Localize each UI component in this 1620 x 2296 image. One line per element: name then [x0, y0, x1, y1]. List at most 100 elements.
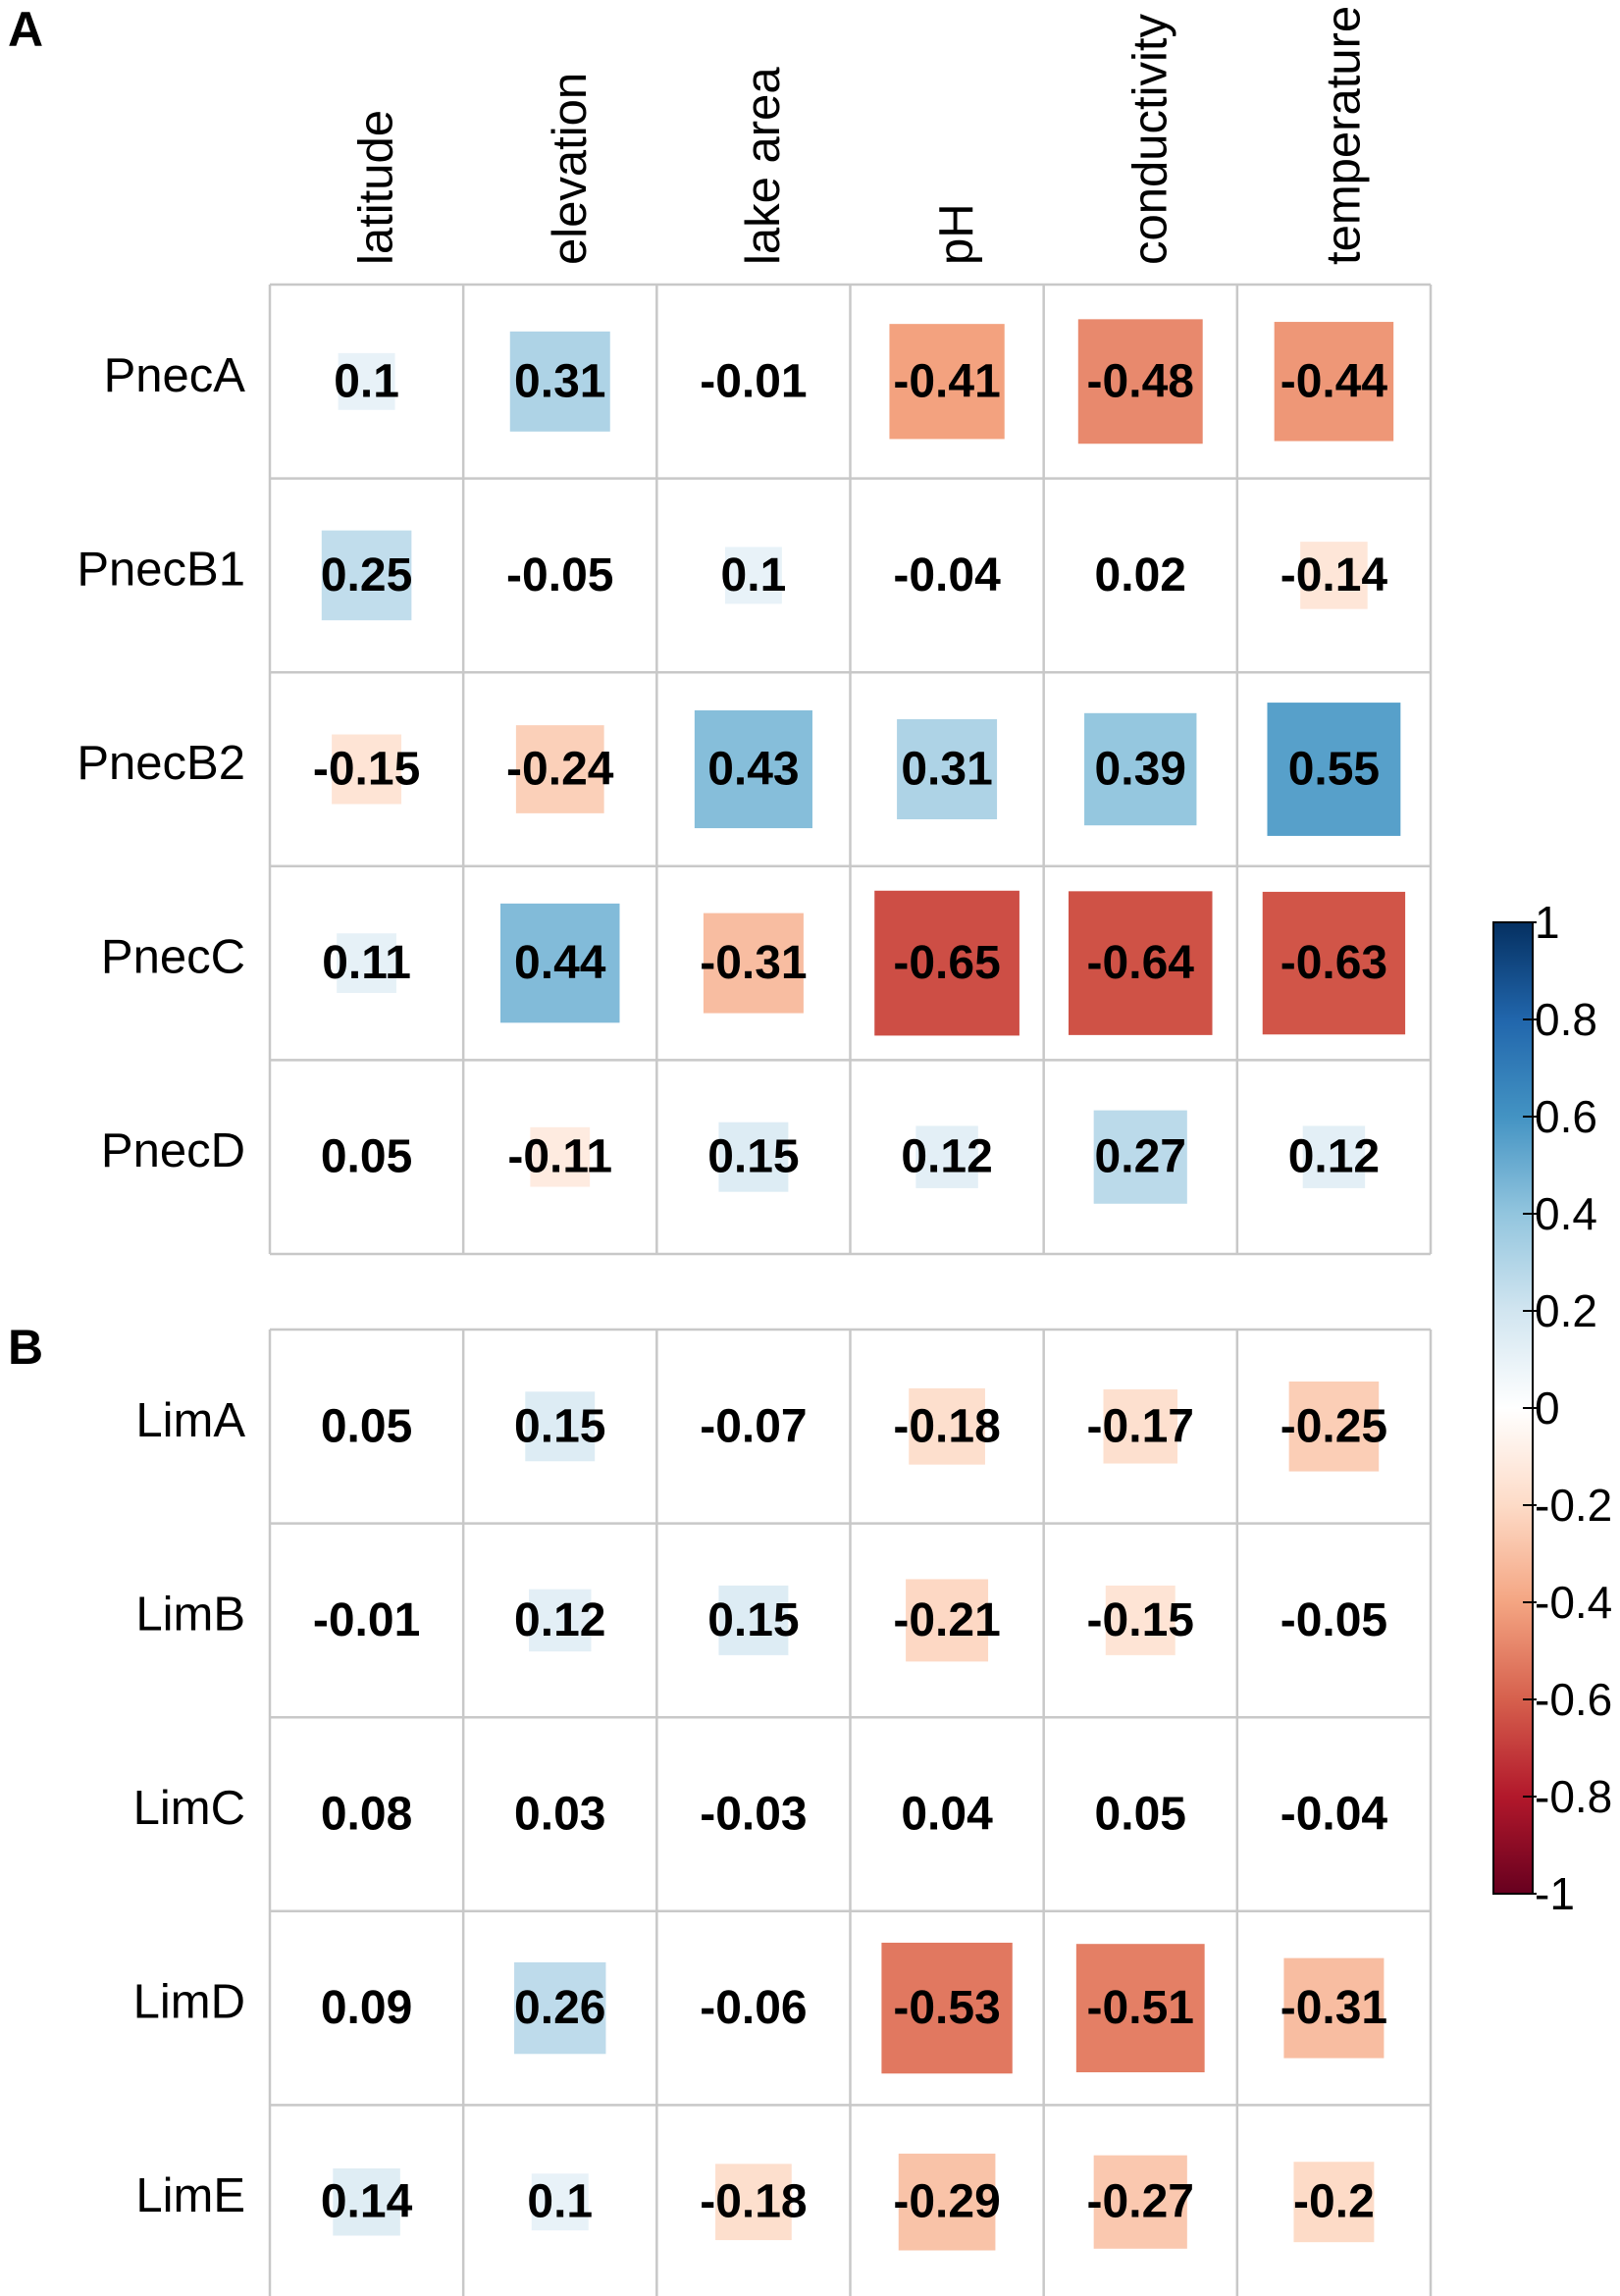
correlation-value: -0.18	[893, 1400, 1000, 1452]
correlation-value: 0.02	[1095, 549, 1186, 601]
correlation-value: -0.03	[700, 1789, 807, 1841]
correlation-square	[514, 1961, 606, 2055]
correlation-value: 0.55	[1288, 744, 1380, 796]
row-label: PnecD	[101, 1124, 245, 1177]
column-label: lake area	[737, 67, 790, 265]
correlation-value: 0.05	[321, 1400, 412, 1452]
correlation-value: 0.15	[514, 1400, 605, 1452]
correlation-square	[898, 2153, 996, 2251]
correlation-value: -0.11	[507, 1131, 612, 1183]
correlation-square	[1103, 1389, 1178, 1464]
correlation-square	[906, 1579, 989, 1662]
correlation-square	[1267, 703, 1401, 836]
column-label: elevation	[544, 73, 597, 265]
correlation-value: 0.44	[514, 937, 606, 989]
correlation-value: -0.64	[1087, 937, 1195, 989]
correlation-value: -0.18	[700, 2176, 807, 2228]
correlation-value: -0.17	[1087, 1400, 1194, 1452]
correlation-value: 0.09	[321, 1982, 412, 2034]
correlation-square	[1274, 322, 1394, 442]
colorbar-tick-label: -0.8	[1535, 1771, 1612, 1822]
correlation-square	[1075, 1944, 1205, 2073]
correlation-square	[881, 1942, 1013, 2074]
correlation-square	[525, 1391, 596, 1462]
correlation-value: -0.21	[893, 1594, 1000, 1646]
correlation-value: -0.31	[700, 937, 807, 989]
correlation-value: -0.63	[1280, 937, 1387, 989]
correlation-value: -0.04	[1280, 1789, 1388, 1841]
correlation-value: -0.41	[893, 355, 1000, 407]
correlation-value: 0.31	[514, 355, 605, 407]
correlation-square	[1105, 1585, 1176, 1655]
correlation-value: -0.2	[1293, 2176, 1375, 2228]
correlation-value: -0.48	[1087, 355, 1194, 407]
row-label: PnecB1	[77, 543, 245, 596]
correlation-value: -0.04	[893, 549, 1001, 601]
colorbar-tick-label: -0.2	[1535, 1480, 1612, 1531]
correlation-square	[333, 2167, 400, 2236]
correlation-value: 0.12	[1288, 1131, 1380, 1183]
correlation-square	[909, 1387, 985, 1465]
panel-label: B	[8, 1320, 43, 1375]
correlation-square	[1293, 2162, 1375, 2243]
correlation-value: -0.24	[506, 744, 614, 796]
column-label: temperature	[1317, 6, 1370, 265]
correlation-value: 0.03	[514, 1789, 605, 1841]
correlation-value: -0.51	[1087, 1982, 1194, 2034]
column-label: conductivity	[1124, 13, 1176, 265]
correlation-square	[1093, 1110, 1187, 1204]
correlation-square	[337, 933, 396, 993]
correlation-square	[1262, 891, 1406, 1035]
correlation-square	[530, 1126, 591, 1187]
correlation-value: 0.05	[321, 1131, 412, 1183]
colorbar-tick-label: -1	[1535, 1868, 1575, 1919]
correlation-value: -0.05	[1280, 1594, 1387, 1646]
correlation-square	[338, 352, 395, 410]
colorbar-tick-label: 0.4	[1535, 1188, 1597, 1239]
correlation-square	[703, 913, 804, 1014]
correlation-square	[1302, 1125, 1366, 1188]
correlation-value: -0.06	[700, 1982, 807, 2034]
correlation-value: 0.11	[322, 937, 411, 989]
correlation-value: 0.43	[707, 744, 799, 796]
colorbar-tick-label: -0.4	[1535, 1577, 1612, 1628]
correlation-square	[1093, 2155, 1187, 2249]
column-label: latitude	[350, 110, 403, 265]
correlation-value: 0.08	[321, 1789, 412, 1841]
row-label: PnecA	[104, 349, 246, 402]
correlation-square	[515, 725, 604, 813]
row-label: PnecC	[101, 931, 245, 984]
correlation-square	[915, 1125, 978, 1188]
colorbar-tick-label: 0	[1535, 1383, 1560, 1434]
correlation-square	[1300, 542, 1368, 609]
correlation-square	[1077, 319, 1203, 444]
correlation-value: -0.15	[313, 744, 420, 796]
colorbar-tick-label: 1	[1535, 897, 1560, 948]
correlation-value: -0.27	[1087, 2176, 1194, 2228]
correlation-value: -0.14	[1280, 549, 1388, 601]
correlation-value: 0.14	[321, 2176, 413, 2228]
correlation-value: 0.1	[527, 2176, 593, 2228]
row-label: LimB	[135, 1588, 245, 1641]
column-label: pH	[930, 203, 983, 265]
row-label: LimC	[133, 1782, 245, 1835]
correlation-square	[531, 2173, 589, 2231]
correlation-square	[694, 709, 812, 829]
correlation-square	[332, 734, 402, 805]
correlation-square	[1068, 891, 1213, 1035]
correlation-value: -0.07	[700, 1400, 807, 1452]
correlation-value: 0.39	[1095, 744, 1186, 796]
correlation-square	[718, 1585, 789, 1655]
correlation-value: 0.05	[1095, 1789, 1186, 1841]
correlation-square	[718, 1122, 789, 1192]
correlation-value: 0.15	[707, 1131, 799, 1183]
row-label: LimA	[135, 1394, 245, 1447]
correlation-square	[715, 2164, 792, 2241]
correlation-value: -0.31	[1280, 1982, 1387, 2034]
correlation-square	[874, 890, 1019, 1036]
correlation-square	[889, 324, 1005, 440]
correlation-square	[529, 1589, 592, 1652]
correlation-value: 0.04	[901, 1789, 993, 1841]
correlation-value: -0.01	[313, 1594, 420, 1646]
